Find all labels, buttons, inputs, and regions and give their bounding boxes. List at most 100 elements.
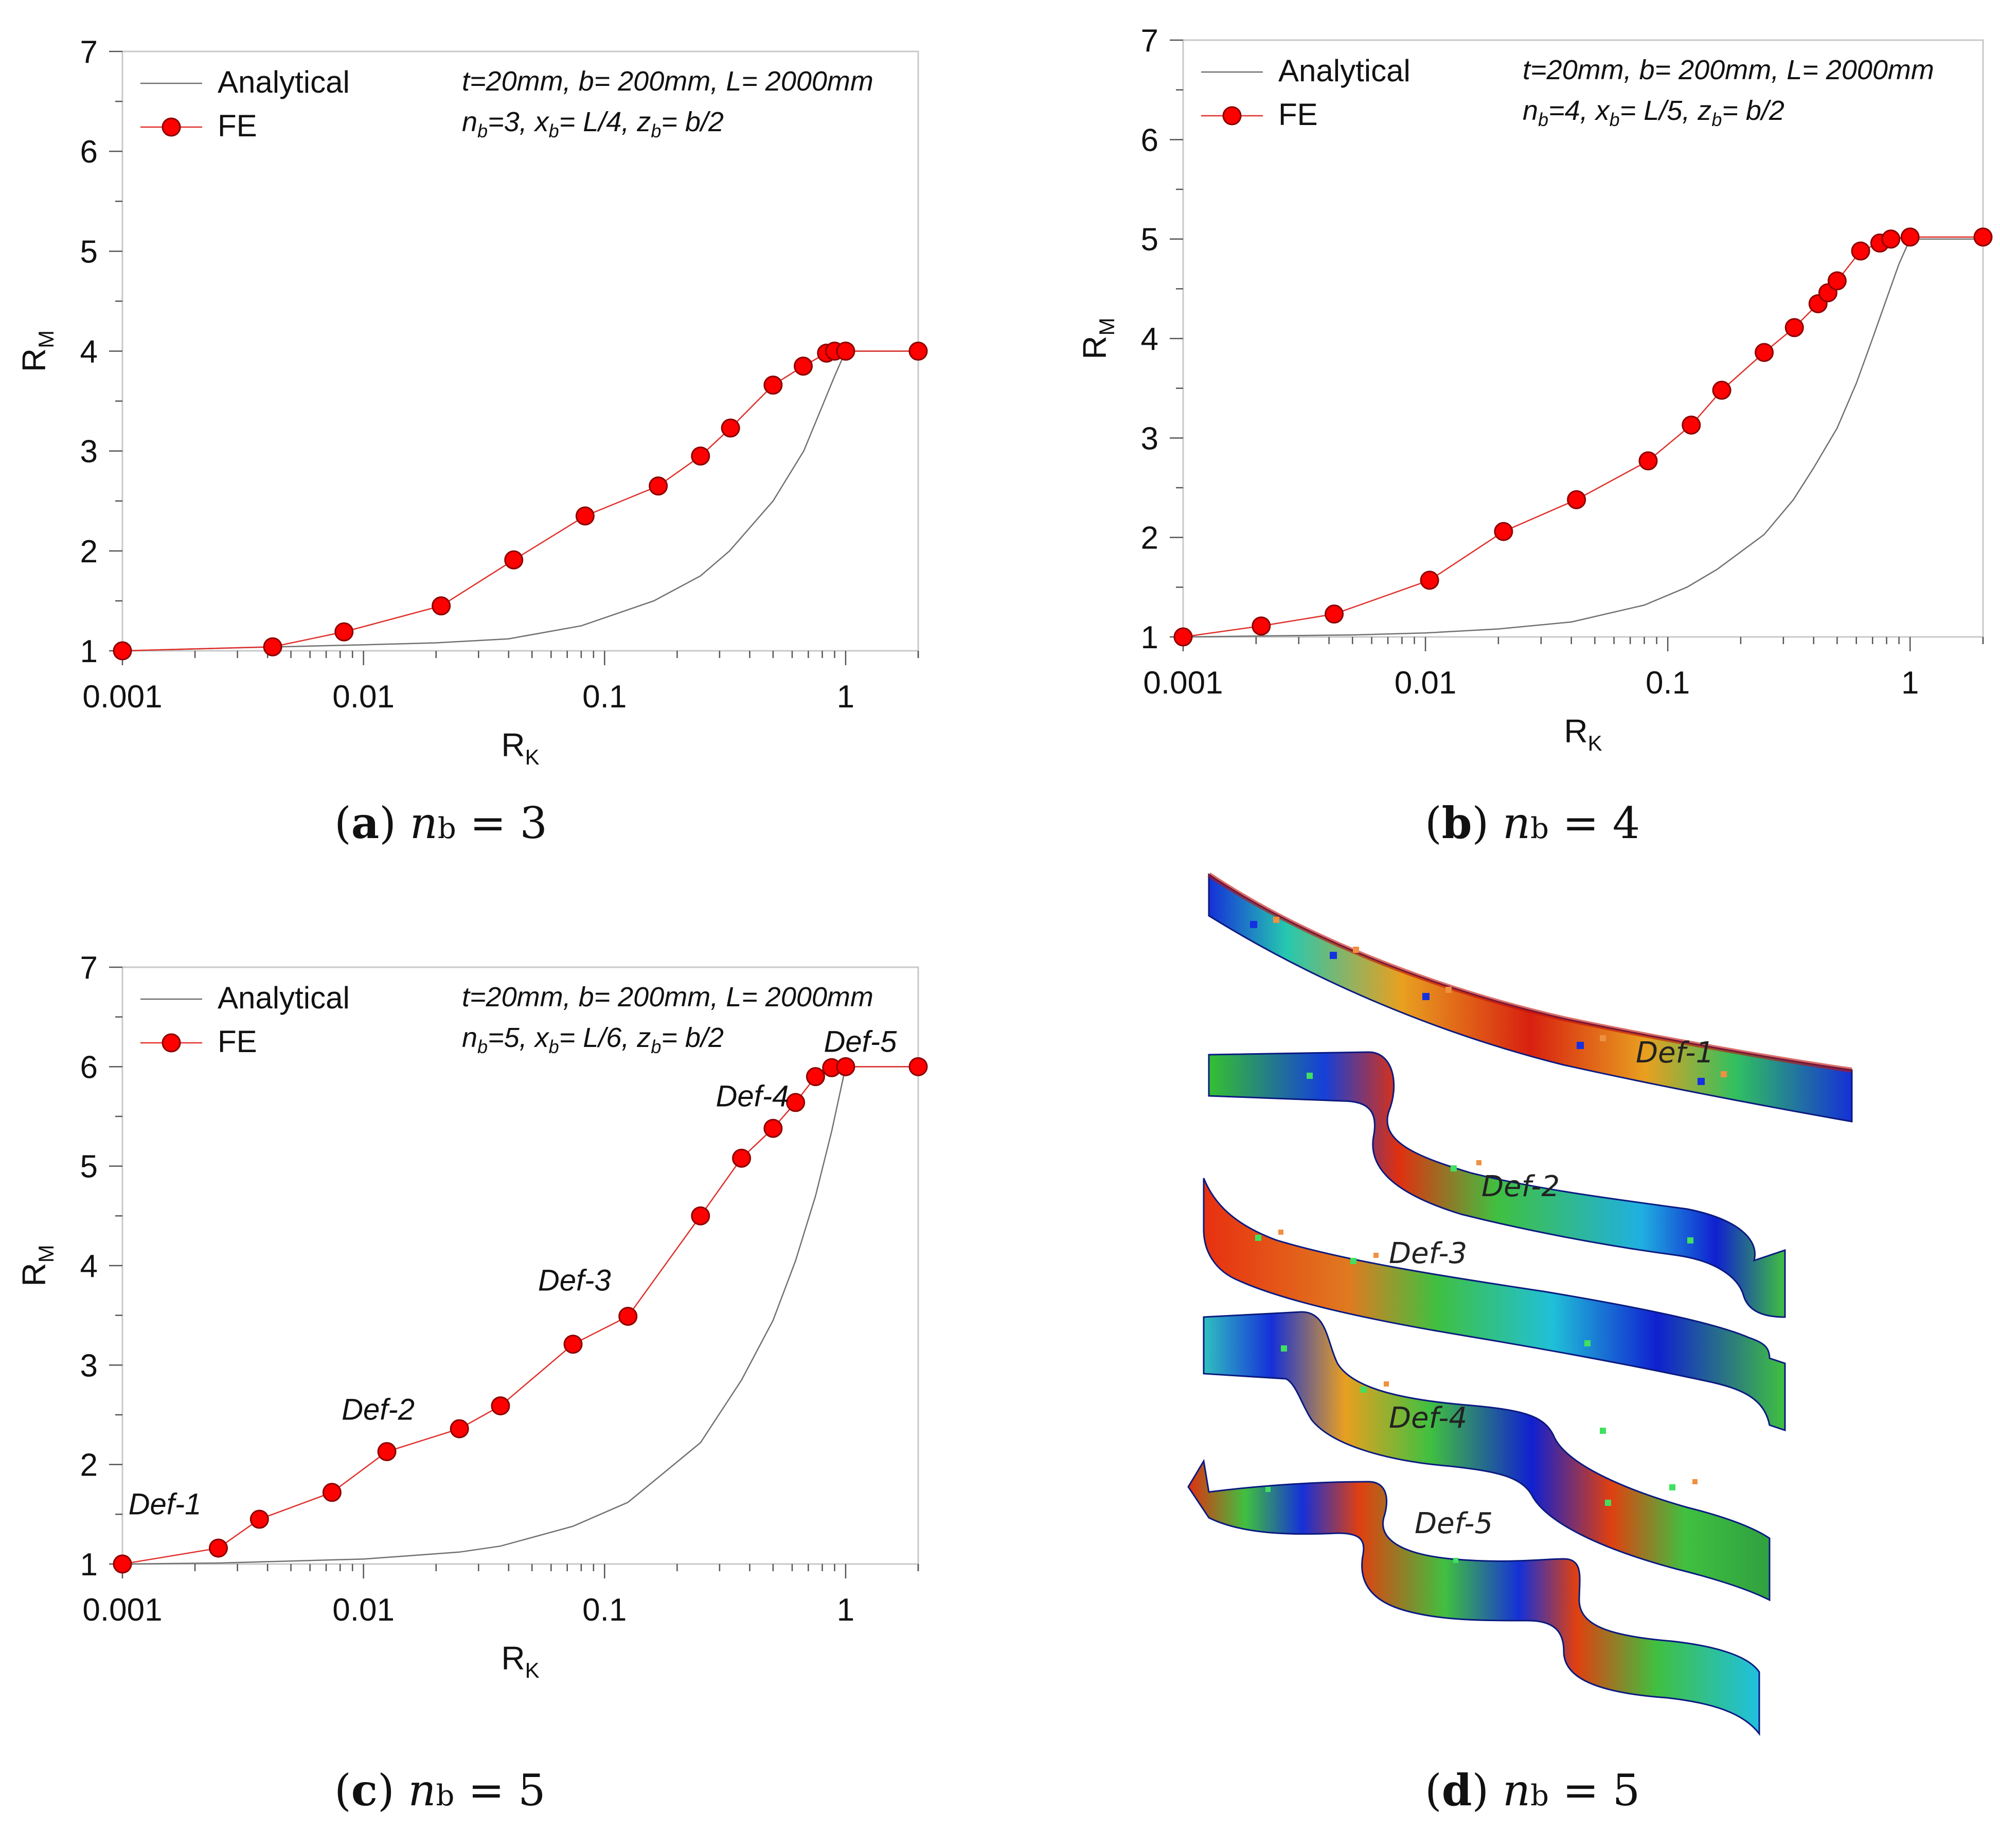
chart-b-fe-point (1173, 627, 1193, 647)
chart-a-y-tick-label: 7 (80, 34, 98, 70)
def-2-render-label: Def-2 (1481, 1170, 1560, 1203)
chart-a-y-axis-title: RM (15, 330, 58, 372)
chart-c-x-tick-label: 0.001 (82, 1592, 162, 1628)
chart-a-fe-point (575, 506, 595, 526)
chart-b-fe-point (1567, 490, 1586, 509)
chart-c-y-tick-label: 3 (80, 1348, 98, 1383)
chart-a-params-rest1: =3, x (488, 106, 550, 137)
chart-b-fe-point (1784, 318, 1804, 337)
chart-b-fe-point (1420, 571, 1439, 590)
chart-c-y-axis-title-sub: M (34, 1245, 58, 1263)
chart-c-legend-analytical-label: Analytical (218, 981, 350, 1015)
chart-c-fe-point (208, 1538, 228, 1558)
chart-b-y-tick-label: 3 (1141, 421, 1158, 456)
chart-b-series-analytical (1183, 238, 1983, 638)
chart-a-fe-point (504, 550, 524, 570)
chart-b-params-rest2: = L/5, z (1620, 95, 1712, 126)
chart-a-params-z-sub: b (651, 120, 661, 141)
chart-b-params-n-sub: b (1538, 109, 1548, 130)
caption-b-letter: b (1441, 797, 1472, 848)
chart-b-fe-point (1494, 522, 1513, 541)
chart-c-fe-point (377, 1442, 397, 1462)
chart-b-params-n: n (1523, 95, 1538, 126)
chart-b-y-axis-title-main: R (1076, 335, 1113, 359)
chart-a-fe-point (721, 418, 740, 438)
chart-a-legend: Analytical FE (140, 65, 350, 143)
def-1-render-label: Def-1 (1636, 1036, 1714, 1070)
chart-b-x-tick-label: 0.001 (1143, 665, 1223, 701)
chart-a-params-x-sub: b (549, 120, 559, 141)
chart-b-fe-point (1252, 616, 1271, 636)
chart-b-fe-point (1881, 229, 1901, 249)
chart-b-params-x-sub: b (1610, 109, 1620, 130)
chart-b-y-tick-label: 4 (1141, 322, 1158, 357)
chart-c-params-z-sub: b (651, 1036, 661, 1057)
chart-a-fe-point (649, 476, 668, 496)
chart-c-fe-point (450, 1419, 469, 1438)
beam-def-2: Def-2 (1208, 1051, 1786, 1318)
chart-b-fe-point (1900, 227, 1920, 247)
caption-c-eq: = 5 (454, 1765, 546, 1816)
chart-b-fe-point (1712, 381, 1731, 400)
caption-a-sub: b (437, 812, 456, 845)
chart-b-legend-analytical-label: Analytical (1278, 54, 1410, 88)
chart-c-y-tick-label: 4 (80, 1249, 98, 1284)
chart-b-fe-point (1325, 605, 1344, 624)
beam-def-4: Def-4 (1203, 1311, 1771, 1602)
chart-b-y-axis-title-sub: M (1095, 317, 1119, 335)
chart-b-params-line1: t=20mm, b= 200mm, L= 2000mm (1523, 55, 1934, 85)
chart-b-y-tick-label: 5 (1141, 222, 1158, 258)
chart-c-params-rest1: =5, x (488, 1022, 550, 1053)
chart-c-params-line1: t=20mm, b= 200mm, L= 2000mm (462, 982, 873, 1012)
chart-c-params-x-sub: b (549, 1036, 559, 1057)
chart-a-y-tick-label: 1 (80, 634, 98, 669)
chart-c-y-tick-label: 2 (80, 1448, 98, 1483)
caption-c-letter: c (351, 1765, 378, 1816)
chart-a-y-tick-label: 6 (80, 134, 98, 170)
chart-c-y-tick-label: 5 (80, 1149, 98, 1185)
chart-b-fe-point (1827, 271, 1847, 291)
chart-a-x-axis-title-sub: K (525, 745, 540, 769)
chart-c-fe-point (491, 1396, 510, 1416)
chart-c-fe-point (836, 1057, 855, 1076)
chart-a-params-rest3: = b/2 (661, 106, 724, 137)
chart-a-fe-point (263, 637, 282, 656)
chart-a-y-axis-title-main: R (15, 348, 52, 372)
caption-c-n: n (408, 1765, 436, 1816)
chart-a-params-rest2: = L/4, z (559, 106, 651, 137)
chart-c-y-axis: 1 2 3 4 5 6 7 (80, 950, 122, 1583)
chart-c-fe-point (618, 1307, 638, 1326)
caption-d-sub: b (1530, 1779, 1549, 1813)
chart-a-y-axis-title-sub: M (34, 330, 58, 348)
chart-a-legend-fe-label: FE (218, 109, 257, 143)
chart-c-y-tick-label: 7 (80, 950, 98, 986)
chart-b-y-tick-label: 6 (1141, 122, 1158, 158)
chart-a-x-tick-label: 0.1 (582, 679, 627, 715)
chart-c-legend: Analytical FE (140, 981, 350, 1059)
chart-c-annotation-def-5: Def-5 (824, 1025, 897, 1058)
chart-a-fe-point (334, 622, 354, 642)
caption-a-letter: a (351, 797, 380, 848)
chart-b-x-tick-label: 0.1 (1646, 665, 1690, 701)
chart-a-y-tick-label: 2 (80, 534, 98, 570)
chart-a-y-tick-label: 5 (80, 234, 98, 270)
chart-b-series-fe-line (1183, 236, 1983, 638)
chart-a-x-axis-title-main: R (501, 726, 525, 763)
chart-c-fe-point (763, 1118, 783, 1138)
caption-c: (c) nb = 5 (334, 1765, 546, 1816)
chart-c-annotation-def-2: Def-2 (342, 1393, 415, 1427)
chart-a-fe-point (908, 342, 928, 361)
chart-c-legend-fe-marker (162, 1033, 181, 1053)
chart-a-x-tick-label: 1 (837, 679, 854, 715)
chart-a-params-line2: nb=3, xb= L/4, zb= b/2 (462, 106, 724, 141)
chart-c-fe-point (806, 1067, 825, 1087)
chart-b-fe-point (1638, 451, 1658, 471)
chart-b-x-axis: 0.001 0.01 0.1 1 (1143, 637, 1984, 701)
chart-c-fe-point (113, 1554, 132, 1574)
chart-b-y-tick-label: 7 (1141, 23, 1158, 59)
chart-c-y-tick-label: 6 (80, 1050, 98, 1085)
chart-c-series-fe-line (122, 1066, 918, 1565)
